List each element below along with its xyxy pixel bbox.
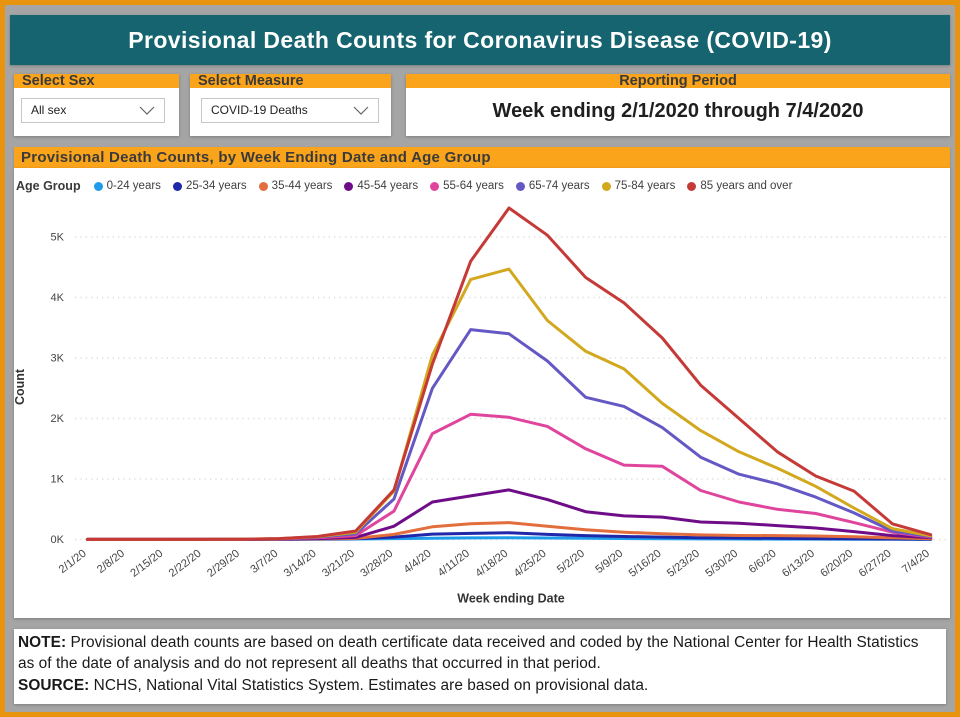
legend-dot-icon [93, 181, 103, 191]
y-tick-label: 3K [51, 353, 65, 365]
x-tick-label: 3/14/20 [282, 548, 319, 580]
note-line-1: NOTE: Provisional death counts are based… [18, 632, 946, 653]
legend-title: Age Group [16, 179, 81, 193]
x-tick-label: 3/21/20 [320, 548, 357, 580]
y-tick-label: 4K [51, 292, 65, 304]
x-tick-label: 7/4/20 [900, 548, 932, 576]
reporting-period-header: Reporting Period [406, 74, 950, 88]
chevron-down-icon [353, 106, 369, 115]
legend-dot-icon [344, 181, 354, 191]
select-measure-panel: Select Measure COVID-19 Deaths [190, 74, 391, 136]
chart-title-bar: Provisional Death Counts, by Week Ending… [14, 147, 950, 168]
legend-item[interactable]: 45-54 years [344, 180, 418, 192]
note-text: as of the date of analysis and do not re… [18, 655, 601, 673]
x-tick-label: 5/16/20 [627, 548, 664, 580]
y-tick-label: 2K [51, 413, 65, 425]
reporting-period-value: Week ending 2/1/2020 through 7/4/2020 [492, 100, 864, 122]
legend-label: 45-54 years [357, 180, 419, 192]
sex-dropdown[interactable]: All sex [21, 97, 165, 123]
x-tick-label: 4/11/20 [436, 548, 472, 580]
x-tick-label: 4/18/20 [473, 548, 510, 580]
x-tick-label: 2/15/20 [128, 548, 165, 580]
series-line-75-84-years[interactable] [85, 267, 933, 541]
sex-dropdown-value: All sex [31, 103, 67, 117]
legend-label: 0-24 years [106, 180, 161, 192]
note-text: Provisional death counts are based on de… [66, 634, 919, 651]
legend-label: 85 years and over [700, 180, 793, 192]
y-tick-label: 0K [51, 534, 65, 546]
x-tick-label: 3/28/20 [358, 548, 395, 580]
series-line-65-74-years[interactable] [85, 328, 933, 541]
x-tick-label: 5/23/20 [665, 548, 702, 580]
x-tick-label: 2/8/20 [95, 548, 127, 576]
x-tick-label: 6/20/20 [818, 548, 855, 580]
select-sex-header: Select Sex [14, 74, 179, 88]
x-tick-label: 2/1/20 [57, 548, 89, 576]
legend-dot-icon [258, 181, 268, 191]
measure-dropdown-value: COVID-19 Deaths [211, 103, 308, 117]
x-tick-label: 5/30/20 [703, 548, 740, 580]
y-tick-label: 5K [51, 232, 65, 244]
note-prefix: NOTE: [18, 634, 67, 651]
legend-label: 65-74 years [528, 180, 590, 192]
y-tick-label: 1K [51, 474, 65, 486]
x-tick-label: 3/7/20 [248, 548, 280, 576]
chevron-down-icon [139, 106, 155, 115]
x-tick-label: 6/13/20 [780, 548, 817, 580]
y-axis-title: Count [14, 368, 27, 405]
x-tick-label: 5/2/20 [555, 548, 587, 576]
legend-label: 25-34 years [185, 180, 247, 192]
legend-dot-icon [515, 181, 525, 191]
measure-dropdown[interactable]: COVID-19 Deaths [201, 97, 379, 123]
legend-label: 55-64 years [443, 180, 504, 192]
x-tick-label: 4/4/20 [402, 548, 434, 576]
x-tick-label: 2/29/20 [205, 548, 242, 580]
legend-dot-icon [430, 181, 440, 191]
page-title: Provisional Death Counts for Coronavirus… [128, 26, 832, 53]
x-tick-label: 6/27/20 [857, 548, 894, 580]
legend-item[interactable]: 0-24 years [93, 180, 161, 192]
note-line-2: as of the date of analysis and do not re… [18, 653, 946, 674]
series-line-55-64-years[interactable] [85, 412, 933, 541]
reporting-period-panel: Reporting Period Week ending 2/1/2020 th… [406, 74, 950, 136]
note-line-3: SOURCE: NCHS, National Vital Statistics … [18, 675, 946, 696]
legend-item[interactable]: 75-84 years [601, 180, 676, 192]
x-tick-label: 6/6/20 [747, 548, 779, 576]
x-tick-label: 4/25/20 [512, 548, 549, 580]
line-chart: 0K 1K 2K 3K 4K 5K 2/1/20 2/8/20 2/15/20 2/22/20 2/… [14, 206, 947, 606]
source-text: NCHS, National Vital Statistics System. … [89, 676, 649, 694]
legend-label: 75-84 years [614, 180, 676, 192]
x-tick-label: 5/9/20 [593, 548, 625, 576]
legend-item[interactable]: 65-74 years [515, 180, 590, 192]
legend-item[interactable]: 85 years and over [687, 180, 792, 192]
chart-card: Age Group 0-24 years 25-34 years 35-44 yea… [14, 168, 950, 618]
chart-legend: Age Group 0-24 years 25-34 years 35-44 yea… [16, 177, 804, 195]
source-prefix: SOURCE: [18, 676, 90, 694]
legend-dot-icon [172, 181, 182, 191]
note-panel: NOTE: Provisional death counts are based… [14, 629, 946, 704]
header-bar: Provisional Death Counts for Coronavirus… [10, 15, 950, 65]
legend-dot-icon [687, 181, 697, 191]
x-tick-label: 2/22/20 [167, 548, 204, 580]
legend-dot-icon [601, 181, 611, 191]
x-axis-title: Week ending Date [457, 592, 564, 606]
legend-item[interactable]: 25-34 years [172, 180, 247, 192]
series-line-85-years-and-over[interactable] [85, 206, 933, 541]
select-sex-panel: Select Sex All sex [14, 74, 179, 136]
select-measure-header: Select Measure [190, 74, 391, 88]
legend-label: 35-44 years [271, 180, 333, 192]
legend-item[interactable]: 55-64 years [430, 180, 504, 192]
legend-item[interactable]: 35-44 years [258, 180, 333, 192]
